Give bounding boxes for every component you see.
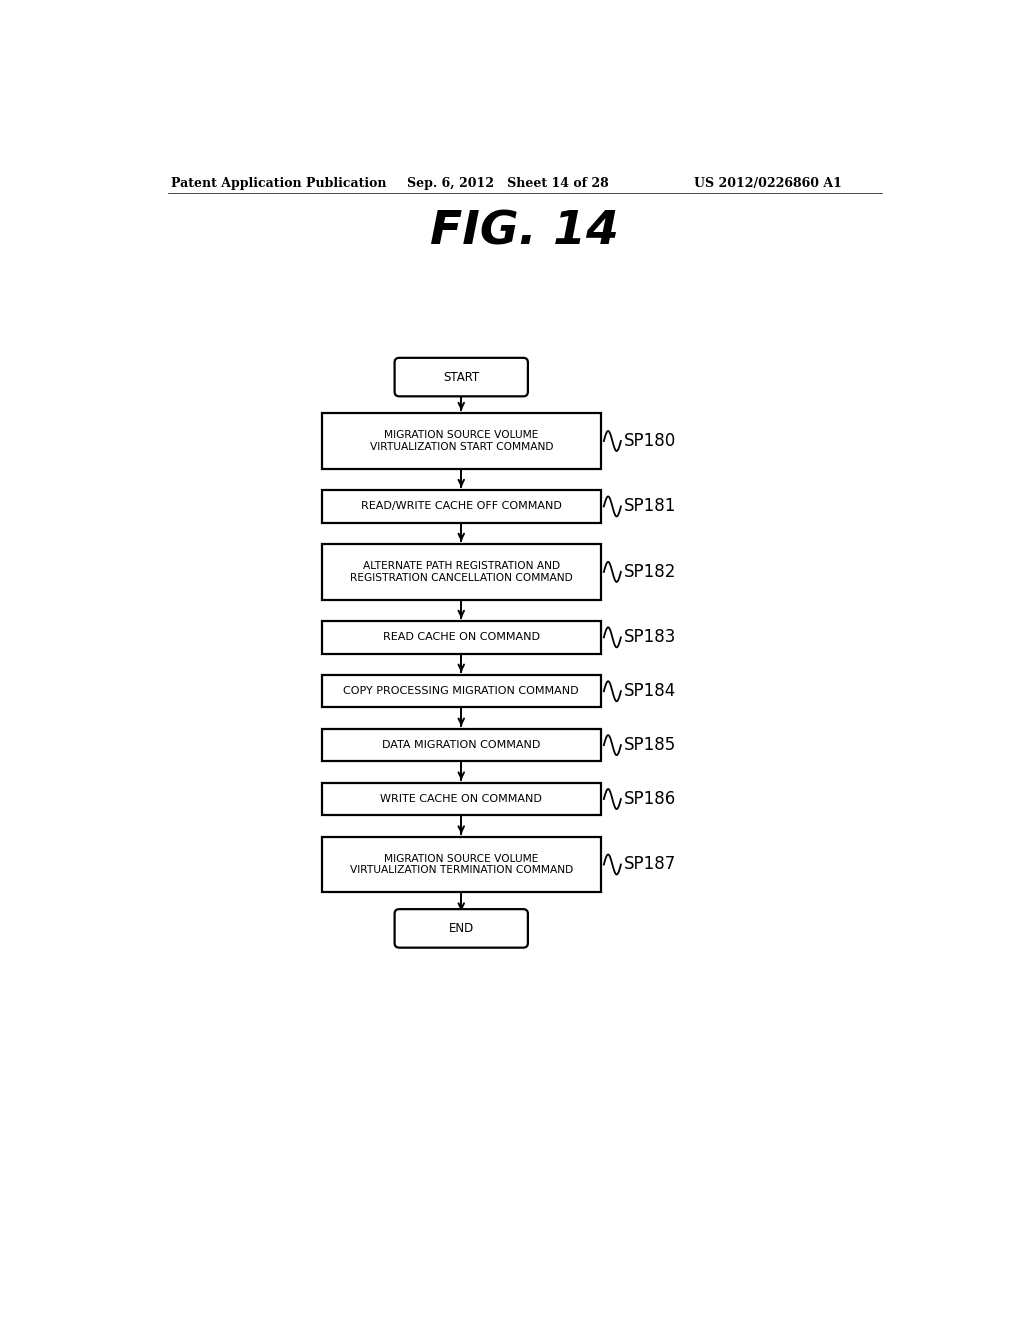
Text: DATA MIGRATION COMMAND: DATA MIGRATION COMMAND: [382, 741, 541, 750]
FancyBboxPatch shape: [322, 729, 601, 762]
Text: START: START: [443, 371, 479, 384]
Text: MIGRATION SOURCE VOLUME
VIRTUALIZATION TERMINATION COMMAND: MIGRATION SOURCE VOLUME VIRTUALIZATION T…: [349, 854, 572, 875]
Text: Sep. 6, 2012   Sheet 14 of 28: Sep. 6, 2012 Sheet 14 of 28: [407, 177, 608, 190]
Text: SP182: SP182: [624, 562, 677, 581]
FancyBboxPatch shape: [394, 909, 528, 948]
Text: SP180: SP180: [624, 432, 676, 450]
Text: SP185: SP185: [624, 737, 676, 754]
Text: READ/WRITE CACHE OFF COMMAND: READ/WRITE CACHE OFF COMMAND: [360, 502, 562, 511]
Text: END: END: [449, 921, 474, 935]
Text: US 2012/0226860 A1: US 2012/0226860 A1: [693, 177, 842, 190]
Text: Patent Application Publication: Patent Application Publication: [171, 177, 386, 190]
FancyBboxPatch shape: [322, 490, 601, 523]
Text: READ CACHE ON COMMAND: READ CACHE ON COMMAND: [383, 632, 540, 643]
Text: SP187: SP187: [624, 855, 676, 874]
Text: WRITE CACHE ON COMMAND: WRITE CACHE ON COMMAND: [380, 795, 542, 804]
FancyBboxPatch shape: [322, 544, 601, 599]
Text: FIG. 14: FIG. 14: [430, 209, 620, 253]
FancyBboxPatch shape: [322, 783, 601, 816]
Text: ALTERNATE PATH REGISTRATION AND
REGISTRATION CANCELLATION COMMAND: ALTERNATE PATH REGISTRATION AND REGISTRA…: [350, 561, 572, 582]
Text: MIGRATION SOURCE VOLUME
VIRTUALIZATION START COMMAND: MIGRATION SOURCE VOLUME VIRTUALIZATION S…: [370, 430, 553, 451]
FancyBboxPatch shape: [322, 837, 601, 892]
FancyBboxPatch shape: [394, 358, 528, 396]
FancyBboxPatch shape: [322, 622, 601, 653]
FancyBboxPatch shape: [322, 413, 601, 469]
Text: SP186: SP186: [624, 791, 676, 808]
Text: SP181: SP181: [624, 498, 677, 515]
Text: SP184: SP184: [624, 682, 676, 700]
Text: SP183: SP183: [624, 628, 677, 647]
Text: COPY PROCESSING MIGRATION COMMAND: COPY PROCESSING MIGRATION COMMAND: [343, 686, 579, 696]
FancyBboxPatch shape: [322, 675, 601, 708]
